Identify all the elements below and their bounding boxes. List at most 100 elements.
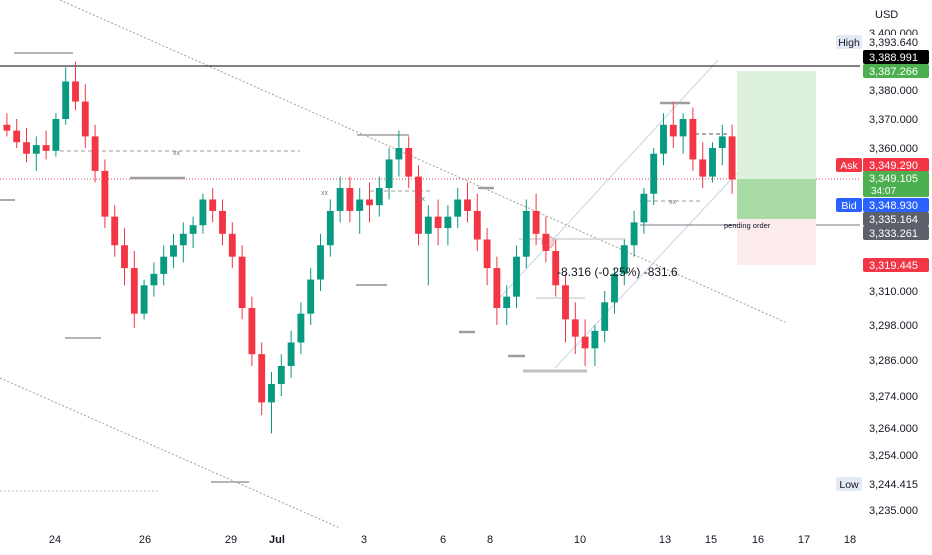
x-tick-label: 17 <box>798 534 810 546</box>
candle <box>219 199 226 246</box>
candle <box>532 193 540 246</box>
trendlines-layer <box>0 0 860 529</box>
svg-text:3,393.640: 3,393.640 <box>869 37 918 49</box>
price-label: 3,335.164 <box>863 212 929 226</box>
annotations-layer: xx xx xx xx -8.316 (-0.25%) -831.6 pendi… <box>173 150 771 279</box>
candle <box>375 176 383 217</box>
price-axis[interactable]: USD 3,400.0003,380.0003,370.0003,360.000… <box>836 0 932 550</box>
candle <box>473 193 481 251</box>
candle <box>699 142 707 189</box>
y-tick-label: 3,310.000 <box>869 286 918 298</box>
price-label: 3,387.266 <box>863 64 929 78</box>
long-entry-zone[interactable] <box>737 179 816 219</box>
candle <box>660 113 667 166</box>
svg-text:3,348.930: 3,348.930 <box>869 200 918 212</box>
x-tick-label: 18 <box>844 534 856 546</box>
candle <box>277 354 285 396</box>
svg-text:3,388.991: 3,388.991 <box>869 52 918 64</box>
candle <box>513 245 520 308</box>
candle <box>13 119 21 148</box>
candle <box>366 182 373 223</box>
candle <box>356 188 364 234</box>
candle <box>464 182 471 223</box>
candle <box>199 193 207 234</box>
candle <box>130 250 138 328</box>
candle <box>562 273 569 343</box>
x-tick-label: 26 <box>139 534 151 546</box>
candle <box>718 124 726 166</box>
y-tick-label: 3,286.000 <box>869 355 918 367</box>
time-axis[interactable]: 24 26 29 Jul 3 6 8 10 13 15 16 17 18 <box>49 534 856 546</box>
price-label: 3,393.640 High <box>836 35 929 49</box>
channel-line-lower[interactable] <box>554 169 741 369</box>
x-tick-label: 13 <box>659 534 671 546</box>
candle <box>650 148 658 206</box>
candle <box>228 222 236 269</box>
candle <box>454 188 462 229</box>
candle <box>679 113 687 154</box>
candle <box>434 199 442 246</box>
candle <box>503 285 511 325</box>
long-stop-zone[interactable] <box>737 219 816 265</box>
candle <box>3 113 11 137</box>
trendline-lower[interactable] <box>0 377 341 529</box>
trendline-upper[interactable] <box>59 0 786 323</box>
y-tick-label: 3,254.000 <box>869 450 918 462</box>
xx-mark-1: xx <box>173 150 181 157</box>
candle <box>542 216 550 263</box>
candle <box>326 199 334 257</box>
y-tick-label: 3,235.000 <box>869 505 918 517</box>
svg-text:34:07: 34:07 <box>871 186 896 197</box>
svg-text:High: High <box>838 37 860 49</box>
price-label: 3,333.261 <box>863 226 929 240</box>
candle <box>552 239 560 297</box>
candle <box>581 319 589 366</box>
candle <box>179 222 187 263</box>
candle <box>111 205 119 257</box>
measure-label: -8.316 (-0.25%) -831.6 <box>557 265 678 279</box>
svg-text:3,333.261: 3,333.261 <box>869 228 918 240</box>
y-tick-label: 3,360.000 <box>869 143 918 155</box>
candle <box>101 159 109 229</box>
x-tick-label: Jul <box>269 534 285 546</box>
candle <box>209 188 217 223</box>
x-tick-label: 6 <box>440 534 446 546</box>
y-tick-label: 3,370.000 <box>869 114 918 126</box>
candle <box>62 67 70 125</box>
candle <box>150 262 158 297</box>
channel-line-upper[interactable] <box>492 59 719 306</box>
y-tick-label: 3,380.000 <box>869 85 918 97</box>
x-tick-label: 3 <box>361 534 367 546</box>
candle <box>522 199 530 269</box>
candles-layer <box>3 61 736 434</box>
long-target-zone[interactable] <box>737 71 816 179</box>
candle <box>591 325 599 366</box>
candle <box>493 256 501 325</box>
currency-label: USD <box>875 9 898 21</box>
candle <box>385 148 393 200</box>
candle <box>424 205 432 286</box>
x-tick-label: 24 <box>49 534 61 546</box>
candle <box>601 291 609 343</box>
candle <box>620 239 628 286</box>
candle <box>238 245 246 320</box>
price-label: 3,348.930 Bid <box>836 198 929 212</box>
candle <box>630 210 638 257</box>
candle <box>571 302 579 355</box>
candle <box>669 101 677 148</box>
candle <box>52 113 60 157</box>
x-tick-label: 8 <box>487 534 493 546</box>
candle <box>258 342 266 416</box>
svg-text:3,387.266: 3,387.266 <box>869 66 918 78</box>
candle <box>415 165 422 246</box>
candle <box>728 124 736 194</box>
candle <box>709 142 716 183</box>
candle <box>32 136 40 171</box>
y-tick-label: 3,298.000 <box>869 320 918 332</box>
xx-mark-3: xx <box>669 199 677 206</box>
candle <box>140 279 148 320</box>
candle <box>91 124 99 183</box>
